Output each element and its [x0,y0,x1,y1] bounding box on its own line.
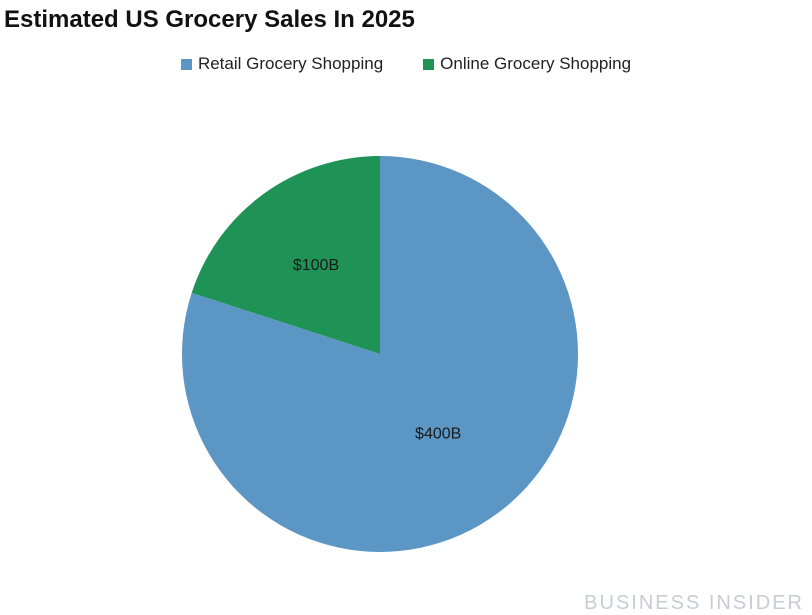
chart-legend: Retail Grocery Shopping Online Grocery S… [0,54,812,74]
pie-slice-online [191,156,380,354]
legend-label-online: Online Grocery Shopping [440,54,632,73]
chart-title: Estimated US Grocery Sales In 2025 [4,6,415,33]
watermark: BUSINESS INSIDER [584,592,804,614]
legend-swatch-online [423,58,435,70]
data-label-retail: $400B [415,425,461,442]
data-label-online: $100B [293,257,339,274]
legend-swatch-retail [180,58,192,70]
legend-item-retail: Retail Grocery Shopping [180,54,384,74]
legend-item-online: Online Grocery Shopping [423,54,631,74]
legend-label-retail: Retail Grocery Shopping [197,54,384,73]
